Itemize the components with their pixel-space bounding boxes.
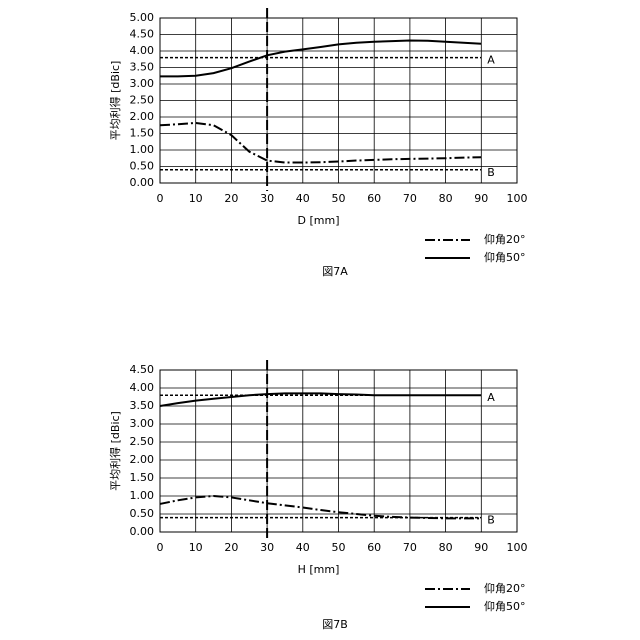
x-tick-label: 80 — [439, 541, 453, 554]
series-line — [160, 40, 481, 76]
x-tick-label: 10 — [189, 541, 203, 554]
y-tick-label: 4.50 — [130, 28, 155, 41]
x-tick-label: 30 — [260, 192, 274, 205]
x-tick-label: 20 — [224, 192, 238, 205]
x-tick-label: 60 — [367, 192, 381, 205]
y-tick-label: 1.50 — [130, 127, 155, 140]
x-tick-label: 90 — [474, 192, 488, 205]
y-tick-label: 0.00 — [130, 525, 155, 538]
legend-label: 仰角50° — [484, 599, 526, 613]
x-tick-label: 40 — [296, 192, 310, 205]
reference-label: A — [487, 391, 495, 404]
y-axis-label: 平均利得 [dBic] — [109, 411, 122, 491]
x-tick-label: 60 — [367, 541, 381, 554]
x-axis-label: H [mm] — [298, 563, 340, 576]
reference-label: A — [487, 54, 495, 67]
x-tick-label: 70 — [403, 541, 417, 554]
series-line — [160, 123, 481, 163]
y-tick-label: 3.00 — [130, 417, 155, 430]
x-axis-label: D [mm] — [298, 214, 340, 227]
x-tick-label: 100 — [507, 541, 528, 554]
legend-label: 仰角20° — [484, 581, 526, 595]
reference-label: B — [487, 166, 495, 179]
x-tick-label: 0 — [157, 541, 164, 554]
y-tick-label: 0.00 — [130, 176, 155, 189]
legend-label: 仰角20° — [484, 232, 526, 246]
y-tick-label: 1.50 — [130, 471, 155, 484]
y-tick-label: 2.50 — [130, 435, 155, 448]
figure: 0.00 0.50 1.00 1.50 2.00 2.50 3.00 3.50 4.00 4.50… — [0, 0, 640, 640]
y-tick-label: 1.00 — [130, 143, 155, 156]
y-axis-label: 平均利得 [dBic] — [109, 61, 122, 141]
x-tick-label: 0 — [157, 192, 164, 205]
y-tick-label: 0.50 — [130, 160, 155, 173]
x-tick-label: 40 — [296, 541, 310, 554]
y-tick-label: 3.50 — [130, 399, 155, 412]
figure-caption: 図7B — [322, 618, 348, 631]
y-tick-label: 4.00 — [130, 381, 155, 394]
y-tick-label: 2.00 — [130, 110, 155, 123]
x-tick-label: 50 — [332, 541, 346, 554]
y-tick-label: 3.00 — [130, 77, 155, 90]
y-tick-label: 5.00 — [130, 11, 155, 24]
y-tick-label: 3.50 — [130, 61, 155, 74]
x-tick-label: 20 — [224, 541, 238, 554]
x-tick-label: 70 — [403, 192, 417, 205]
y-tick-label: 4.00 — [130, 44, 155, 57]
x-tick-label: 50 — [332, 192, 346, 205]
x-tick-label: 100 — [507, 192, 528, 205]
series-line — [160, 496, 481, 518]
x-tick-label: 80 — [439, 192, 453, 205]
legend-label: 仰角50° — [484, 250, 526, 264]
reference-label: B — [487, 514, 495, 527]
x-tick-label: 90 — [474, 541, 488, 554]
y-tick-label: 0.50 — [130, 507, 155, 520]
x-tick-label: 10 — [189, 192, 203, 205]
y-tick-label: 2.00 — [130, 453, 155, 466]
x-tick-label: 30 — [260, 541, 274, 554]
figure-caption: 図7A — [322, 265, 348, 278]
y-tick-label: 4.50 — [130, 363, 155, 376]
y-tick-label: 2.50 — [130, 94, 155, 107]
y-tick-label: 1.00 — [130, 489, 155, 502]
